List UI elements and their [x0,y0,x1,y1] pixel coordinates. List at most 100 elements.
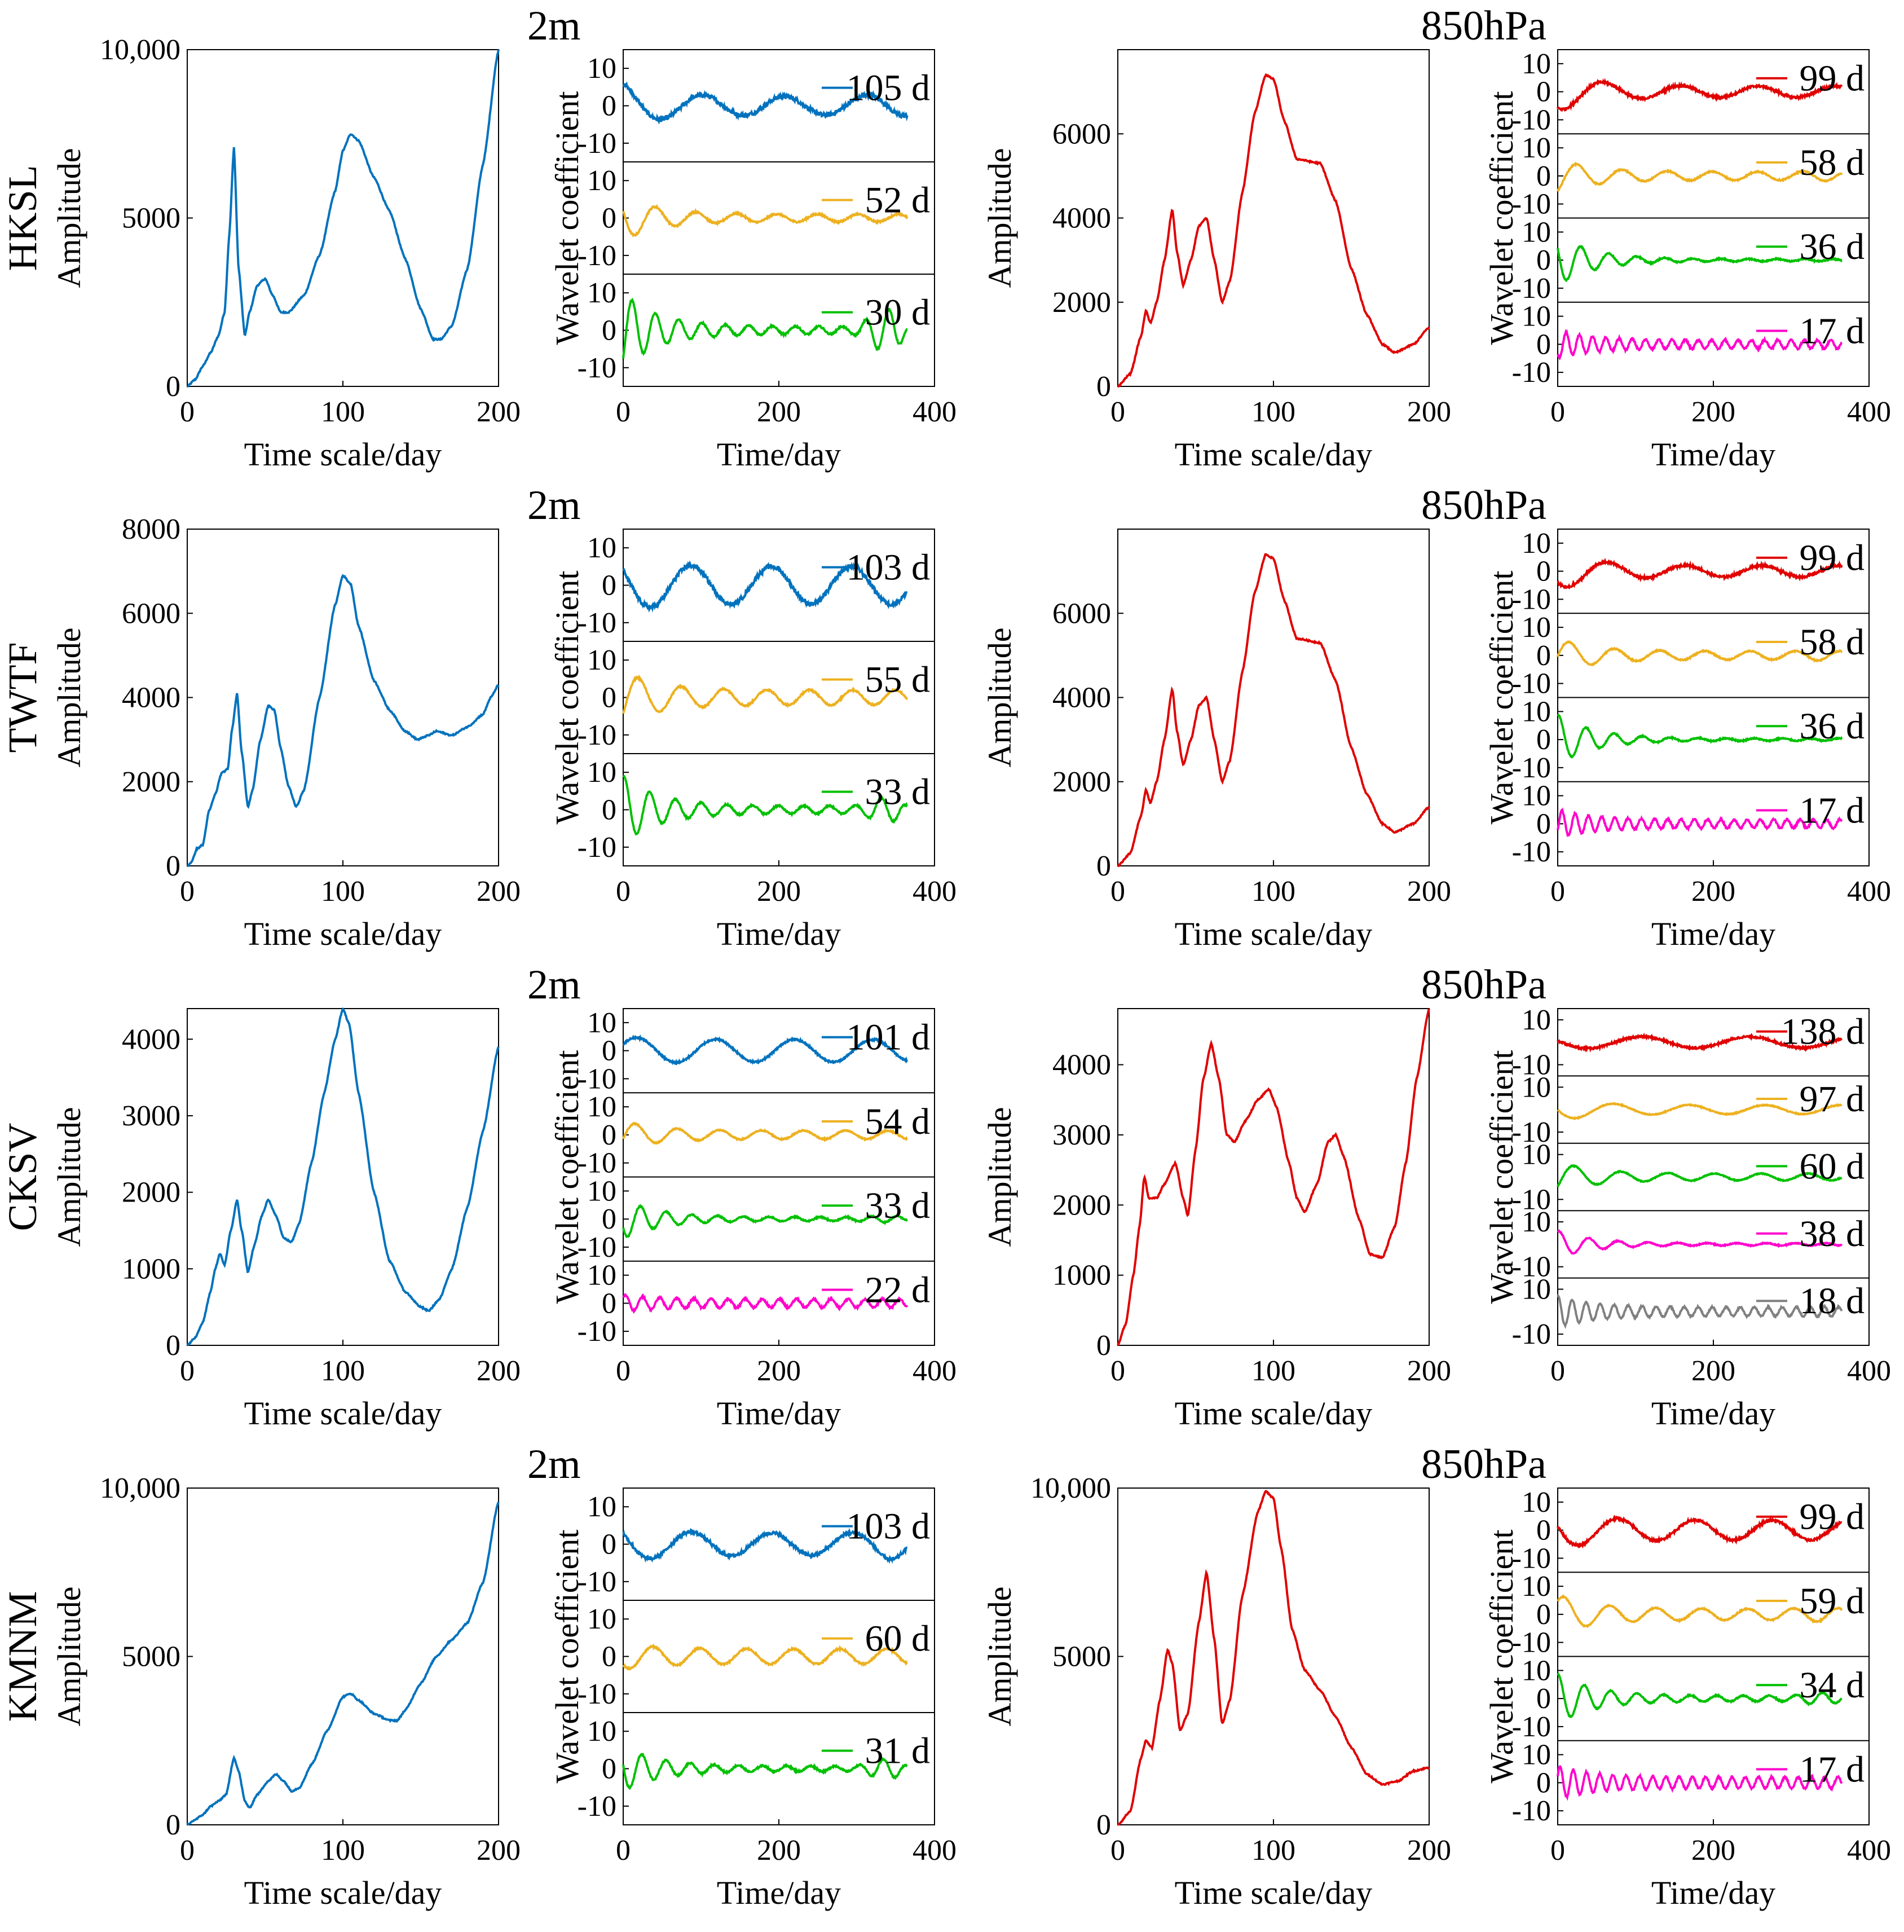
y-tick-label: 0 [1536,556,1551,588]
y-tick-label: -10 [578,1315,616,1348]
x-tick-label: 200 [1407,1355,1451,1387]
y-tick-label: -10 [1512,1251,1551,1283]
x-tick-label: 400 [913,875,957,908]
amplitude-series-line [187,574,500,868]
y-tick-label: 5000 [1052,1641,1111,1673]
y-tick-label: 0 [602,1035,616,1067]
wavelet-series-line [1557,1764,1843,1801]
x-axis-label: Time/day [717,1874,841,1911]
y-tick-label: 5000 [122,1641,180,1673]
x-axis-label: Time/day [717,916,841,952]
y-tick-label: 6000 [122,597,180,630]
y-tick-label: -10 [1512,1795,1551,1827]
x-tick-label: 400 [1847,396,1891,428]
level-label-850hpa: 850hPa [1421,1441,1546,1487]
y-tick-label: 10 [587,644,616,676]
amplitude-plot-2m: 0 2000 4000 6000 8000 0 100 200 Time scale/day Am… [51,513,521,952]
wavelet-subpanel: 10 0 -10 52 d [578,161,935,272]
amplitude-series-line [187,49,500,388]
x-axis-label: Time scale/day [1175,916,1373,952]
wavelet-series-line [1557,1594,1843,1629]
y-tick-label: 0 [602,794,616,826]
wavelet-subpanel: 100-10 99 d [1512,48,1865,137]
y-tick-label: -10 [578,607,616,639]
y-tick-label: 0 [1536,724,1551,756]
y-tick-label: 10 [1522,1739,1551,1771]
amplitude-plot-2m: 0 5000 10,000 0 100 200 Time scale/day Amplitud… [51,1472,521,1911]
wavelet-series-line [1557,557,1843,589]
wavelet-subpanel: 10 0 -10 33 d [578,753,935,864]
y-tick-label: 10 [1522,780,1551,812]
y-tick-label: 6000 [1052,597,1111,630]
legend-period-label: 22 d [865,1269,931,1310]
level-label-2m: 2m [527,1441,581,1487]
x-tick-label: 200 [1407,396,1451,428]
wavelet-series-line [1557,1032,1843,1053]
amplitude-series-line [1117,1489,1430,1826]
x-tick-label: 200 [477,875,521,908]
y-tick-label: 0 [1096,850,1111,882]
y-tick-label: 10 [587,532,616,564]
wavelet-series-line [1557,713,1843,759]
y-tick-label: 6000 [1052,118,1111,150]
y-tick-label: 4000 [122,682,180,714]
y-tick-label: -10 [1512,188,1551,221]
y-tick-label: 10 [587,756,616,789]
y-tick-label: 10 [1522,527,1551,560]
y-tick-label: -10 [1512,1627,1551,1659]
y-tick-label: 0 [1536,808,1551,840]
x-tick-label: 200 [757,875,801,908]
wavelet-subpanel: 100-10 58 d [1512,611,1869,700]
y-tick-label: 10 [1522,1139,1551,1171]
legend-period-label: 59 d [1800,1581,1865,1622]
y-tick-label: -10 [1512,836,1551,868]
wavelet-series-line [1557,1229,1843,1255]
legend-period-label: 58 d [1800,622,1865,663]
legend-period-label: 99 d [1800,1497,1865,1538]
y-tick-label: 0 [1096,371,1111,403]
wavelet-series-line [622,674,908,714]
legend-period-label: 54 d [865,1101,931,1142]
plot-frame [187,1008,499,1346]
x-tick-label: 100 [1251,396,1295,428]
wavelet-subpanel: 100-10 36 d [1512,216,1869,305]
x-tick-label: 100 [321,875,365,908]
legend-period-label: 36 d [1800,706,1865,747]
x-tick-label: 200 [757,1355,801,1387]
wavelet-series-line [622,1528,907,1564]
wavelet-subpanel: 100-10 17 d [1512,301,1869,389]
wavelet-series-line [622,1753,908,1790]
y-tick-label: -10 [1512,1116,1551,1148]
wavelet-subpanel: 10 -10 18 d [1512,1274,1869,1350]
x-tick-label: 400 [1847,1834,1891,1867]
legend-period-label: 55 d [865,659,931,701]
y-tick-label: 10 [1522,1274,1551,1306]
x-axis-label: Time scale/day [244,916,442,952]
legend-period-label: 30 d [865,292,931,333]
x-tick-label: 0 [1550,396,1565,428]
wavelet-subpanel: 100-10 22 d [578,1260,935,1348]
x-tick-label: 0 [1550,1834,1565,1867]
x-axis-label: Time scale/day [244,436,442,473]
x-tick-label: 200 [1691,396,1735,428]
legend-period-label: 52 d [865,180,931,221]
wavelet-subpanel: 10 -10 38 d [1512,1206,1869,1283]
wavelet-subpanel: 100-10 58 d [1512,132,1869,221]
legend-period-label: 101 d [847,1017,931,1058]
y-axis-label: Wavelet coefficient [549,1050,585,1304]
x-tick-label: 0 [1110,1834,1125,1867]
legend-period-label: 58 d [1800,142,1865,183]
x-tick-label: 0 [1550,1355,1565,1387]
y-tick-label: 0 [602,90,616,122]
y-tick-label: 0 [1536,1599,1551,1631]
y-tick-label: 10 [587,1175,616,1207]
legend-period-label: 99 d [1800,58,1865,99]
wavelet-subpanel: 10 0 -10 30 d [578,274,935,384]
y-tick-label: 8000 [122,513,180,545]
y-tick-label: 10 [587,1091,616,1123]
